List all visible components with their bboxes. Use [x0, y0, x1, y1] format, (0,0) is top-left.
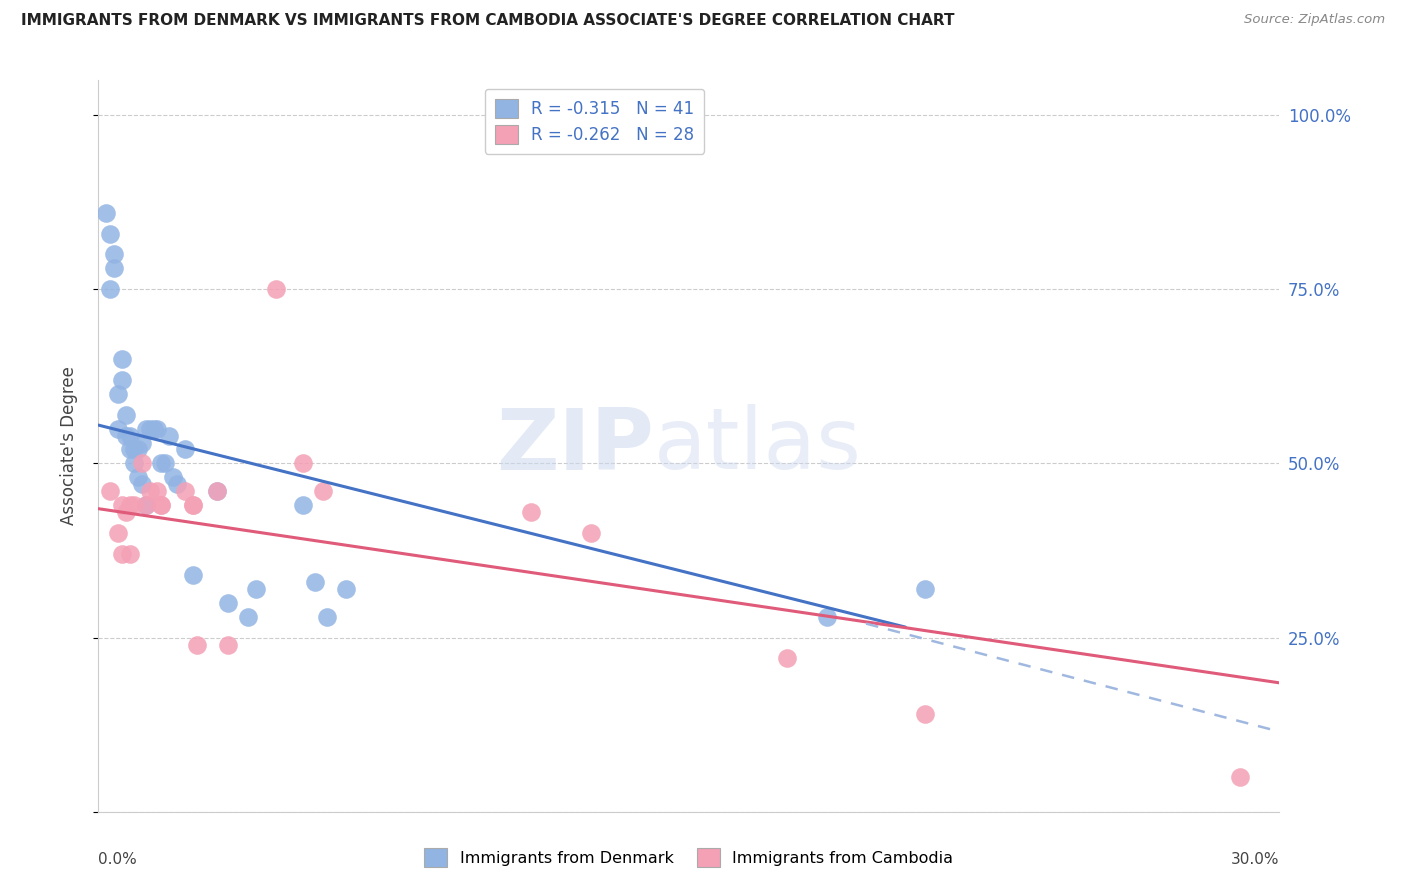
- Point: [264, 282, 287, 296]
- Text: Source: ZipAtlas.com: Source: ZipAtlas.com: [1244, 13, 1385, 27]
- Point: [292, 457, 315, 471]
- Point: [135, 421, 157, 435]
- Point: [181, 498, 204, 512]
- Text: atlas: atlas: [654, 404, 862, 488]
- Point: [174, 442, 197, 457]
- Point: [146, 421, 169, 435]
- Point: [181, 498, 204, 512]
- Point: [131, 457, 153, 471]
- Point: [292, 498, 315, 512]
- Point: [96, 205, 118, 219]
- Point: [312, 484, 335, 499]
- Point: [103, 261, 125, 276]
- Point: [186, 638, 208, 652]
- Point: [127, 442, 149, 457]
- Point: [815, 609, 838, 624]
- Point: [135, 498, 157, 512]
- Text: ZIP: ZIP: [496, 404, 654, 488]
- Point: [304, 574, 326, 589]
- Point: [579, 526, 602, 541]
- Point: [127, 470, 149, 484]
- Point: [335, 582, 357, 596]
- Text: IMMIGRANTS FROM DENMARK VS IMMIGRANTS FROM CAMBODIA ASSOCIATE'S DEGREE CORRELATI: IMMIGRANTS FROM DENMARK VS IMMIGRANTS FR…: [21, 13, 955, 29]
- Point: [131, 477, 153, 491]
- Point: [111, 547, 134, 561]
- Point: [205, 484, 228, 499]
- Point: [1229, 770, 1251, 784]
- Point: [150, 498, 173, 512]
- Y-axis label: Associate's Degree: Associate's Degree: [59, 367, 77, 525]
- Point: [914, 582, 936, 596]
- Point: [157, 428, 180, 442]
- Point: [914, 707, 936, 722]
- Text: 30.0%: 30.0%: [1232, 852, 1279, 867]
- Point: [166, 477, 188, 491]
- Point: [245, 582, 267, 596]
- Point: [236, 609, 259, 624]
- Point: [122, 457, 145, 471]
- Point: [217, 638, 239, 652]
- Point: [315, 609, 337, 624]
- Point: [118, 428, 141, 442]
- Point: [118, 498, 141, 512]
- Point: [205, 484, 228, 499]
- Point: [118, 547, 141, 561]
- Point: [155, 457, 177, 471]
- Point: [150, 498, 173, 512]
- Point: [111, 373, 134, 387]
- Point: [98, 484, 121, 499]
- Point: [107, 386, 129, 401]
- Point: [138, 421, 160, 435]
- Point: [142, 421, 165, 435]
- Point: [118, 442, 141, 457]
- Point: [107, 526, 129, 541]
- Point: [138, 484, 160, 499]
- Point: [162, 470, 184, 484]
- Point: [98, 282, 121, 296]
- Text: 0.0%: 0.0%: [98, 852, 138, 867]
- Point: [122, 442, 145, 457]
- Point: [776, 651, 799, 665]
- Point: [174, 484, 197, 499]
- Point: [217, 596, 239, 610]
- Point: [115, 408, 138, 422]
- Point: [111, 498, 134, 512]
- Point: [115, 505, 138, 519]
- Point: [111, 351, 134, 366]
- Point: [150, 457, 173, 471]
- Point: [520, 505, 543, 519]
- Point: [131, 435, 153, 450]
- Point: [98, 227, 121, 241]
- Point: [122, 498, 145, 512]
- Point: [103, 247, 125, 261]
- Point: [135, 498, 157, 512]
- Legend: Immigrants from Denmark, Immigrants from Cambodia: Immigrants from Denmark, Immigrants from…: [418, 842, 960, 873]
- Point: [181, 567, 204, 582]
- Point: [146, 484, 169, 499]
- Point: [107, 421, 129, 435]
- Point: [115, 428, 138, 442]
